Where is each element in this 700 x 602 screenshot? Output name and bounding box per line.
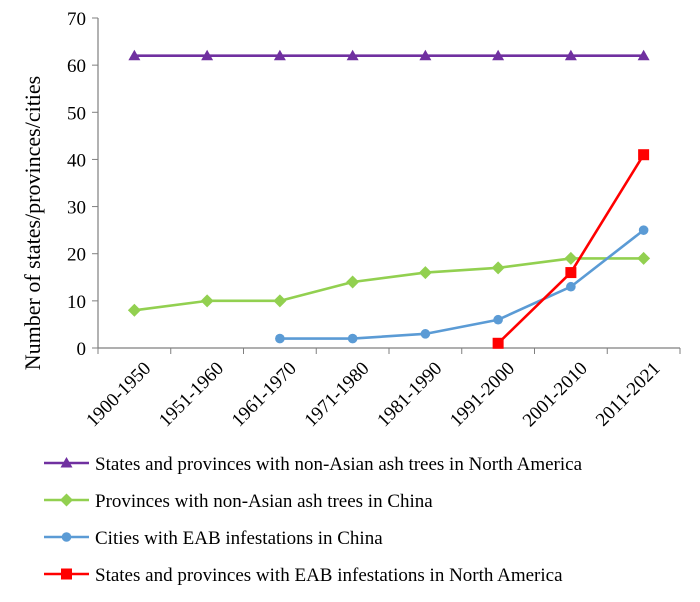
data-point — [273, 294, 287, 308]
data-point — [638, 149, 650, 161]
legend-label: Provinces with non-Asian ash trees in Ch… — [95, 491, 433, 512]
data-point — [493, 314, 503, 325]
series-line — [279, 229, 645, 340]
data-point — [347, 333, 358, 344]
legend-label: States and provinces with EAB infestatio… — [95, 565, 563, 586]
data-point — [565, 267, 577, 279]
y-axis-label: Number of states/provinces/cities — [20, 76, 45, 370]
legend-marker — [61, 532, 72, 542]
data-point — [492, 49, 505, 61]
data-point — [638, 225, 649, 235]
legend-item: Cities with EAB infestations in China — [44, 528, 383, 549]
data-point — [418, 266, 432, 280]
data-point — [419, 49, 432, 61]
x-tick-label: 1951-1960 — [155, 358, 228, 431]
data-point — [128, 49, 141, 61]
legend-label: Cities with EAB infestations in China — [95, 528, 383, 549]
data-point — [346, 275, 360, 289]
x-tick-label: 1971-1980 — [301, 358, 374, 431]
y-tick-label: 60 — [67, 56, 86, 77]
data-point — [637, 49, 650, 61]
y-axis-ticks: 0 10 20 30 40 50 60 70 — [67, 9, 98, 360]
x-tick-label: 1981-1990 — [373, 358, 446, 431]
data-point — [275, 333, 285, 344]
y-tick-label: 0 — [77, 339, 87, 360]
x-tick-label: 1991-2000 — [446, 358, 519, 431]
x-tick-label: 2011-2021 — [592, 358, 665, 431]
y-tick-label: 70 — [67, 9, 86, 30]
y-tick-label: 20 — [67, 245, 86, 266]
x-tick-label: 1961-1970 — [228, 358, 301, 431]
y-tick-label: 30 — [67, 198, 86, 219]
y-tick-label: 50 — [67, 103, 86, 124]
legend: States and provinces with non-Asian ash … — [44, 454, 583, 586]
legend-item: States and provinces with non-Asian ash … — [44, 454, 583, 475]
data-point — [346, 49, 359, 61]
y-tick-label: 40 — [67, 150, 86, 171]
series-4 — [492, 149, 650, 349]
data-point — [637, 251, 651, 265]
legend-label: States and provinces with non-Asian ash … — [95, 454, 583, 475]
legend-marker — [61, 568, 72, 580]
legend-marker — [60, 493, 73, 507]
series-line — [134, 257, 644, 312]
data-point — [200, 294, 214, 308]
data-point — [273, 49, 286, 61]
x-axis-ticks: 1900-1950 1951-1960 1961-1970 1971-1980 1981… — [82, 348, 681, 431]
series-group — [127, 49, 651, 349]
data-point — [127, 303, 141, 317]
series-3 — [275, 225, 649, 344]
legend-marker — [60, 457, 73, 468]
legend-item: States and provinces with EAB infestatio… — [44, 565, 563, 586]
data-point — [564, 49, 577, 61]
x-tick-label: 2001-2010 — [519, 358, 592, 431]
series-line — [497, 154, 645, 345]
data-point — [420, 329, 431, 339]
data-point — [491, 261, 505, 275]
y-tick-label: 10 — [67, 292, 86, 313]
data-point — [201, 49, 214, 61]
series-2 — [127, 251, 651, 317]
series-1 — [128, 49, 650, 61]
data-point — [492, 337, 504, 349]
data-point — [564, 251, 578, 265]
axes — [97, 18, 680, 349]
data-point — [566, 281, 576, 292]
x-tick-label: 1900-1950 — [82, 358, 155, 431]
legend-item: Provinces with non-Asian ash trees in Ch… — [44, 491, 433, 512]
